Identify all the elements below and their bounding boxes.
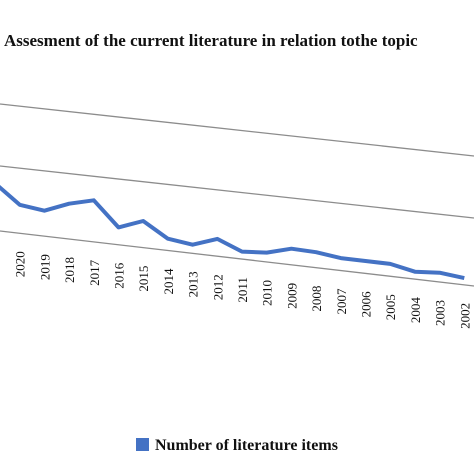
x-tick-label: 2004 [408,297,423,324]
x-tick-label: 2013 [186,271,201,297]
x-tick-label: 2008 [309,286,324,312]
plot-area: 2020 2019 2018 2017 2016 2015 2014 2013 2012 2011… [0,185,472,329]
x-tick-label: 2019 [37,254,52,280]
legend-label: Number of literature items [155,437,338,454]
data-line [0,185,465,281]
x-tick-label: 2017 [87,259,102,286]
x-tick-label: 2018 [62,257,77,283]
x-tick-label: 2010 [260,280,275,306]
x-tick-label: 2014 [161,268,176,295]
chart-title: Assesment of the current literature in r… [4,31,418,50]
x-tick-label: 2009 [284,283,299,309]
x-tick-label: 2007 [334,288,349,315]
grid-line [0,103,474,157]
x-tick-label: 2012 [210,274,225,300]
x-tick-label: 2003 [433,300,448,326]
x-tick-label: 2006 [359,291,374,318]
axis-line [0,230,474,287]
x-tick-label: 2011 [235,277,250,303]
grid-line [0,165,474,219]
x-tick-label: 2005 [383,294,398,320]
x-tick-label: 2020 [13,251,28,277]
legend-swatch [136,438,149,451]
x-tick-label: 2015 [136,266,151,292]
x-tick-label: 2002 [457,303,472,329]
x-tick-label: 2016 [112,262,127,289]
